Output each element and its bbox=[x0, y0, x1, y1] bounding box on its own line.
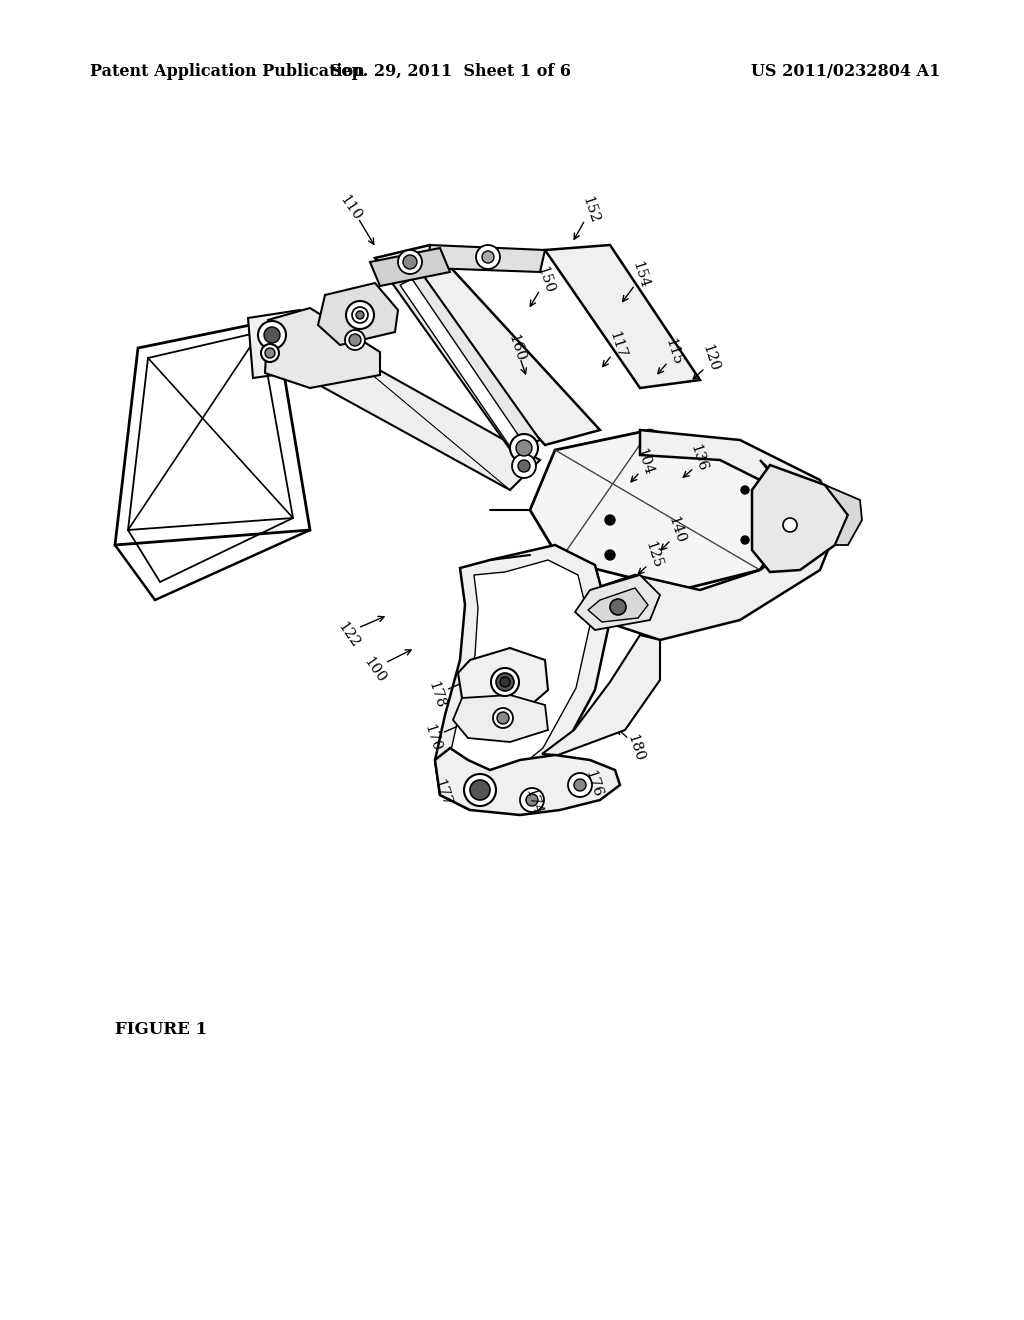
Circle shape bbox=[512, 454, 536, 478]
Polygon shape bbox=[400, 279, 525, 451]
Text: 180: 180 bbox=[624, 733, 646, 763]
Polygon shape bbox=[248, 310, 310, 378]
Circle shape bbox=[352, 308, 368, 323]
Text: 110: 110 bbox=[336, 193, 364, 223]
Circle shape bbox=[261, 345, 279, 362]
Text: 136: 136 bbox=[687, 442, 709, 474]
Circle shape bbox=[258, 321, 286, 348]
Text: 152: 152 bbox=[580, 195, 601, 226]
Circle shape bbox=[470, 780, 490, 800]
Text: FIGURE 1: FIGURE 1 bbox=[115, 1022, 207, 1039]
Circle shape bbox=[403, 255, 417, 269]
Circle shape bbox=[490, 668, 519, 696]
Circle shape bbox=[476, 246, 500, 269]
Circle shape bbox=[568, 774, 592, 797]
Circle shape bbox=[605, 515, 615, 525]
Polygon shape bbox=[318, 282, 398, 345]
Circle shape bbox=[265, 348, 275, 358]
Polygon shape bbox=[760, 459, 810, 570]
Polygon shape bbox=[450, 560, 590, 795]
Circle shape bbox=[349, 334, 361, 346]
Text: 120: 120 bbox=[699, 343, 721, 374]
Polygon shape bbox=[590, 430, 840, 640]
Text: 140: 140 bbox=[665, 515, 687, 545]
Text: 117: 117 bbox=[606, 330, 628, 360]
Text: 122: 122 bbox=[335, 619, 361, 651]
Text: 154: 154 bbox=[629, 260, 651, 290]
Polygon shape bbox=[458, 648, 548, 711]
Polygon shape bbox=[390, 268, 540, 451]
Text: 178: 178 bbox=[425, 680, 446, 710]
Circle shape bbox=[496, 673, 514, 690]
Polygon shape bbox=[435, 545, 610, 810]
Circle shape bbox=[482, 251, 494, 263]
Text: Patent Application Publication: Patent Application Publication bbox=[90, 63, 365, 81]
Circle shape bbox=[264, 327, 280, 343]
Circle shape bbox=[510, 434, 538, 462]
Polygon shape bbox=[370, 248, 450, 286]
Circle shape bbox=[356, 312, 364, 319]
Circle shape bbox=[741, 486, 749, 494]
Circle shape bbox=[464, 774, 496, 807]
Polygon shape bbox=[265, 308, 380, 388]
Circle shape bbox=[346, 301, 374, 329]
Circle shape bbox=[520, 788, 544, 812]
Text: 150: 150 bbox=[535, 264, 556, 296]
Text: 170: 170 bbox=[421, 722, 443, 754]
Polygon shape bbox=[825, 484, 862, 545]
Circle shape bbox=[516, 440, 532, 455]
Circle shape bbox=[398, 249, 422, 275]
Text: 125: 125 bbox=[642, 540, 664, 570]
Text: 104: 104 bbox=[633, 446, 655, 478]
Text: 100: 100 bbox=[361, 655, 389, 685]
Circle shape bbox=[493, 708, 513, 729]
Polygon shape bbox=[310, 348, 540, 490]
Polygon shape bbox=[530, 430, 800, 590]
Text: 115: 115 bbox=[663, 337, 684, 367]
Circle shape bbox=[783, 517, 797, 532]
Circle shape bbox=[741, 536, 749, 544]
Circle shape bbox=[574, 779, 586, 791]
Circle shape bbox=[500, 677, 510, 686]
Polygon shape bbox=[752, 465, 848, 572]
Circle shape bbox=[518, 459, 530, 473]
Polygon shape bbox=[453, 696, 548, 742]
Circle shape bbox=[497, 711, 509, 723]
Circle shape bbox=[610, 599, 626, 615]
Text: 160: 160 bbox=[505, 333, 527, 363]
Polygon shape bbox=[435, 748, 620, 814]
Circle shape bbox=[526, 795, 538, 807]
Text: 176: 176 bbox=[582, 768, 604, 800]
Text: 174: 174 bbox=[522, 787, 544, 817]
Polygon shape bbox=[428, 246, 545, 272]
Text: 177: 177 bbox=[431, 777, 453, 808]
Polygon shape bbox=[575, 576, 660, 630]
Circle shape bbox=[605, 550, 615, 560]
Text: US 2011/0232804 A1: US 2011/0232804 A1 bbox=[751, 63, 940, 81]
Polygon shape bbox=[375, 246, 600, 445]
Polygon shape bbox=[115, 319, 310, 545]
Polygon shape bbox=[545, 246, 700, 388]
Circle shape bbox=[345, 330, 365, 350]
Polygon shape bbox=[542, 635, 660, 755]
Text: Sep. 29, 2011  Sheet 1 of 6: Sep. 29, 2011 Sheet 1 of 6 bbox=[330, 63, 570, 81]
Polygon shape bbox=[588, 587, 648, 622]
